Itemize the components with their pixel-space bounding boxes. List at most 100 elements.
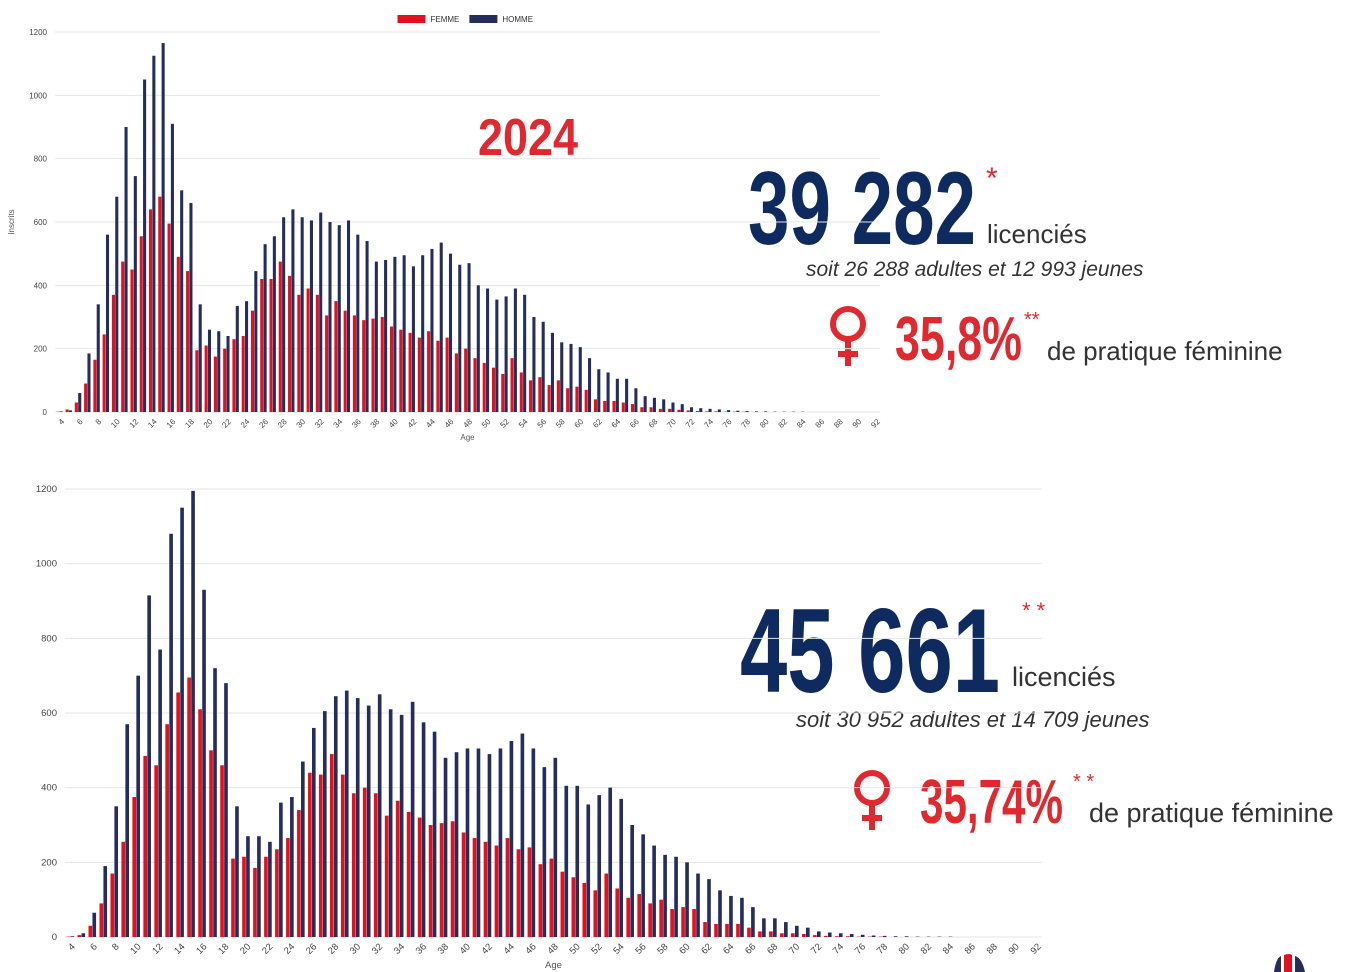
bar (641, 834, 645, 937)
bar (510, 358, 514, 412)
bar (630, 825, 634, 937)
bar (417, 337, 421, 412)
x-tick-label: 26 (304, 941, 319, 956)
x-tick-label: 60 (573, 417, 586, 430)
bar (139, 236, 143, 412)
x-tick-label: 54 (517, 417, 530, 430)
bar (111, 294, 115, 412)
bar (658, 408, 662, 412)
bar (575, 785, 580, 937)
bar (805, 927, 810, 937)
female-text: de pratique féminine (1047, 336, 1283, 366)
bar (643, 396, 647, 412)
x-tick-label: 12 (150, 941, 165, 956)
bar (795, 925, 799, 937)
x-tick-label: 42 (480, 941, 495, 956)
bar (125, 724, 130, 937)
x-tick-label: 14 (172, 941, 187, 956)
bar (300, 217, 304, 412)
x-tick-label: 8 (110, 941, 122, 953)
bar (152, 55, 156, 412)
total-detail: soit 26 288 adultes et 12 993 jeunes (806, 258, 1144, 281)
bar (421, 722, 426, 937)
x-tick-label: 74 (702, 417, 715, 430)
bar (241, 336, 245, 412)
bar (560, 871, 565, 937)
bar (725, 923, 729, 937)
bar (115, 196, 119, 412)
bar (527, 847, 532, 937)
total-number: 39 282 (748, 151, 976, 267)
x-tick-label: 32 (313, 417, 326, 430)
y-tick-label: 1000 (36, 559, 57, 570)
bar (494, 845, 499, 937)
bar (390, 326, 394, 412)
x-tick-label: 52 (589, 941, 604, 956)
bar (443, 757, 448, 937)
x-tick-label: 48 (545, 941, 560, 956)
x-tick-label: 4 (66, 941, 78, 953)
bar (158, 649, 162, 937)
bar (538, 864, 543, 937)
bar (564, 785, 569, 937)
bar (871, 935, 876, 937)
x-tick-label: 8 (94, 417, 104, 427)
bar (408, 332, 412, 412)
bar (187, 677, 191, 937)
bar (686, 410, 690, 412)
y-tick-label: 800 (41, 633, 57, 644)
bar (269, 279, 273, 412)
bar (254, 271, 258, 412)
x-tick-label: 56 (536, 417, 549, 430)
bar (290, 797, 294, 937)
female-note: * * (1073, 771, 1094, 793)
bar (454, 752, 459, 937)
x-tick-label: 38 (369, 417, 382, 430)
bar (736, 923, 740, 937)
x-tick-label: 26 (257, 417, 270, 430)
bar (351, 793, 356, 937)
x-tick-label: 34 (332, 417, 345, 430)
x-tick-label: 64 (610, 417, 623, 430)
bar (465, 748, 470, 937)
bar (87, 353, 91, 412)
bar (483, 841, 488, 937)
bar (411, 266, 415, 412)
bar (356, 234, 360, 412)
bar (472, 838, 477, 937)
bar (663, 854, 667, 937)
bar (608, 787, 613, 937)
bar (278, 261, 282, 412)
x-tick-label: 70 (665, 417, 678, 430)
bar (77, 935, 82, 937)
bar (329, 754, 334, 937)
y-tick-label: 600 (41, 708, 57, 719)
x-tick-label: 90 (1007, 941, 1022, 956)
x-tick-label: 52 (498, 417, 511, 430)
bar (308, 772, 312, 937)
female-icon (830, 306, 866, 366)
bar (380, 317, 384, 412)
bar (714, 411, 718, 412)
bar (845, 936, 850, 937)
bar (189, 203, 193, 412)
y-tick-label: 0 (43, 408, 48, 417)
bar (674, 856, 678, 937)
bar (482, 362, 486, 412)
bar (692, 909, 696, 937)
bar (297, 294, 301, 412)
bar (659, 899, 663, 937)
female-share: 35,74% (920, 768, 1063, 837)
bar (566, 388, 570, 412)
x-tick-label: 68 (765, 941, 780, 956)
bar (586, 804, 591, 937)
x-tick-label: 10 (128, 941, 143, 956)
bar (680, 404, 684, 412)
bar (740, 897, 744, 937)
bar (395, 800, 400, 937)
bar (399, 714, 404, 937)
bar (406, 811, 411, 937)
x-tick-label: 48 (461, 417, 474, 430)
bar (322, 711, 327, 937)
x-tick-label: 36 (414, 941, 429, 956)
